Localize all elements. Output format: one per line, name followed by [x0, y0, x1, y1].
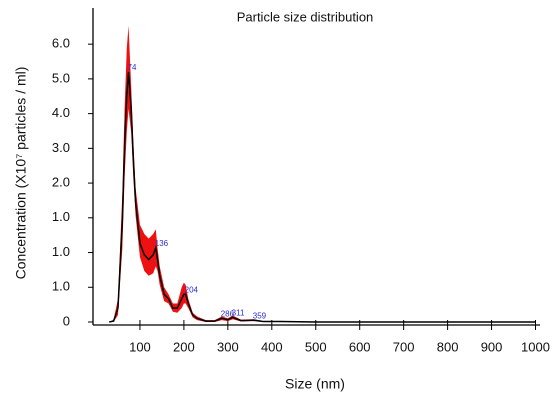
confidence-band — [109, 25, 536, 323]
mean-line — [109, 71, 536, 323]
peak-label: 136 — [155, 239, 169, 248]
y-tick-label: 5.0 — [52, 70, 70, 85]
peak-label: 204 — [185, 285, 199, 294]
y-tick-label: 0 — [63, 313, 70, 328]
y-tick-label: 1.0 — [52, 209, 70, 224]
x-tick-label: 700 — [393, 339, 415, 354]
x-tick-label: 800 — [437, 339, 459, 354]
x-tick-label: 400 — [261, 339, 283, 354]
x-tick-label: 900 — [481, 339, 503, 354]
x-tick-label: 300 — [217, 339, 239, 354]
peak-label: 286 — [221, 309, 235, 318]
y-tick-label: 6.0 — [52, 36, 70, 51]
x-tick-label: 1000 — [521, 339, 550, 354]
peak-label: 74 — [128, 63, 137, 72]
peak-label: 359 — [253, 311, 267, 320]
peak-label: 311 — [232, 308, 245, 317]
x-tick-label: 500 — [305, 339, 327, 354]
y-axis-label: Concentration (X10⁷ particles / ml) — [13, 67, 29, 280]
chart-title: Particle size distribution — [237, 9, 374, 24]
x-axis-label: Size (nm) — [285, 376, 345, 392]
x-tick-label: 100 — [129, 339, 151, 354]
x-tick-label: 600 — [349, 339, 371, 354]
y-tick-label: 1.0 — [52, 244, 70, 259]
y-tick-label: 1.0 — [52, 279, 70, 294]
y-tick-label: 4.0 — [52, 105, 70, 120]
y-tick-label: 2.0 — [52, 175, 70, 190]
y-tick-label: 3.0 — [52, 140, 70, 155]
x-tick-label: 200 — [173, 339, 195, 354]
